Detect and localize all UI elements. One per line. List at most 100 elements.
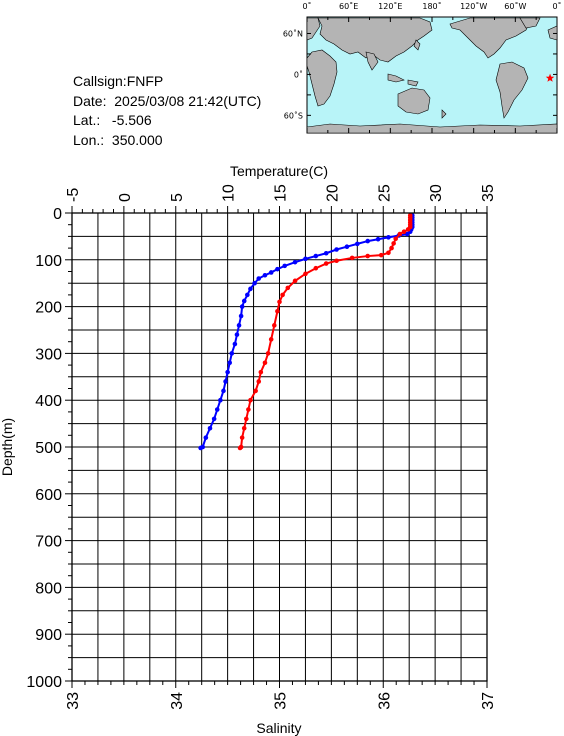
salinity-data-point (241, 425, 247, 431)
salinity-data-point (386, 250, 391, 256)
salinity-data-point (393, 236, 399, 242)
temperature-data-point (262, 272, 268, 278)
date-value: 2025/03/08 21:42(UTC) (114, 92, 262, 109)
depth-tick-label: 100 (35, 253, 62, 270)
temperature-data-point (245, 292, 250, 298)
temperature-data-point (225, 369, 230, 375)
temperature-data-point (275, 266, 280, 272)
temperature-data-point (256, 276, 262, 281)
map-land (306, 17, 558, 134)
salinity-data-point (277, 299, 282, 305)
salinity-tick-label: 36 (376, 692, 393, 710)
temperature-data-point (241, 298, 247, 304)
salinity-tick-label: 35 (273, 692, 290, 710)
temperature-data-point (323, 250, 329, 256)
callsign-text: Callsign:FNFP (73, 73, 164, 89)
chart-ticks (65, 206, 488, 688)
temperature-data-point (355, 241, 360, 247)
salinity-tick-label: 33 (65, 692, 82, 710)
salinity-data-point (334, 258, 339, 264)
land-japan (413, 39, 421, 51)
temperature-data-point (252, 280, 257, 286)
salinity-data-point (378, 252, 384, 258)
salinity-data-point (365, 253, 370, 259)
temperature-data-point (203, 435, 209, 440)
lat-row: Lat.: -5.506 (73, 111, 261, 131)
depth-tick-label: 300 (35, 346, 62, 363)
temperature-profile-line (200, 215, 414, 449)
temperature-data-point (211, 416, 217, 422)
map-lat-label: 60˚N (283, 28, 303, 38)
station-star-icon (545, 73, 555, 82)
salinity-data-point (272, 323, 277, 328)
date-label: Date: (73, 92, 107, 109)
chart-frame (71, 212, 488, 682)
depth-tick-label: 0 (53, 206, 62, 223)
lat-value: -5.506 (111, 112, 152, 128)
temperature-data-point (232, 341, 238, 347)
lon-label: Lon.: (73, 131, 105, 148)
lon-row: Lon.: 350.000 (73, 131, 261, 151)
salinity-data-point (256, 379, 262, 384)
map-lon-label: 120˚E (378, 1, 402, 11)
temperature-tick-label: 25 (376, 184, 393, 202)
temperature-data-point (236, 323, 242, 328)
temperature-data-point (365, 238, 370, 244)
temperature-data-point (344, 244, 350, 249)
temperature-data-point (214, 407, 220, 412)
temperature-tick-label: 30 (428, 184, 445, 202)
station-info: Callsign:FNFP Date: 2025/03/08 21:42(UTC… (73, 72, 261, 150)
salinity-data-point (401, 229, 407, 235)
land-new-zealand (441, 109, 447, 119)
temperature-data-point (207, 425, 213, 431)
land-eurasia (317, 17, 433, 63)
temperature-data-point (229, 351, 235, 356)
temperature-tick-label: 20 (324, 184, 341, 202)
temperature-tick-label: 35 (480, 184, 497, 202)
temperature-data-point (223, 379, 228, 384)
map-lat-label: 60˚S (284, 110, 303, 120)
map-lon-labels: 0˚ 60˚E 120˚E 180˚ 120˚W 60˚W 0˚ (302, 1, 561, 11)
land-new-guinea (407, 79, 419, 87)
depth-tick-label: 800 (35, 580, 62, 597)
temperature-data-point (386, 235, 391, 240)
temperature-data-point (227, 360, 232, 366)
salinity-data-point (389, 245, 394, 251)
depth-tick-label: 600 (35, 487, 62, 504)
temperature-data-point (238, 313, 244, 319)
temperature-data-point (221, 388, 226, 394)
map-lon-label: 60˚E (339, 1, 358, 11)
land-europe-east-edge (547, 25, 558, 41)
temperature-axis-title: Temperature(C) (230, 163, 328, 179)
salinity-data-point (258, 369, 264, 375)
salinity-data-point (292, 278, 298, 284)
salinity-data-point (265, 351, 271, 356)
salinity-data-point (268, 337, 274, 342)
salinity-data-point (313, 265, 319, 271)
salinity-tick-label: 34 (169, 692, 186, 710)
map-lat-label: 0˚ (294, 69, 303, 79)
map-lon-label: 0˚ (302, 1, 311, 11)
temperature-data-point (218, 397, 223, 403)
land-australia (397, 87, 431, 115)
lon-value: 350.000 (111, 131, 163, 148)
temperature-data-point (239, 304, 245, 309)
station-marker (545, 73, 555, 82)
salinity-data-point (237, 445, 243, 451)
salinity-profile-line (239, 215, 412, 449)
depth-tick-label: 500 (35, 440, 62, 457)
map-lon-label: 180˚ (422, 1, 441, 11)
salinity-data-point (275, 308, 280, 314)
salinity-data-point (246, 407, 251, 412)
temperature-data-point (282, 263, 287, 269)
salinity-tick-label: 37 (480, 692, 497, 710)
salinity-data-point (239, 435, 245, 440)
temperature-tick-label: -5 (65, 188, 82, 202)
world-map: 0˚ 60˚E 120˚E 180˚ 120˚W 60˚W 0˚ 60˚N 0˚ 60˚S (283, 1, 562, 134)
salinity-data-point (397, 231, 403, 237)
salinity-data-point (405, 227, 411, 232)
salinity-axis-title: Salinity (256, 720, 301, 736)
temperature-data-point (313, 253, 319, 259)
